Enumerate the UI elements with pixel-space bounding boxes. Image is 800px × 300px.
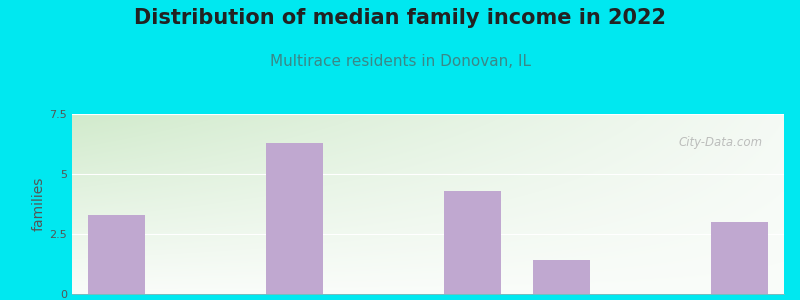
Text: City-Data.com: City-Data.com <box>678 136 762 148</box>
Bar <box>87 215 146 294</box>
Y-axis label: families: families <box>31 177 46 231</box>
Bar <box>533 260 590 294</box>
Bar <box>710 222 769 294</box>
Text: Distribution of median family income in 2022: Distribution of median family income in … <box>134 8 666 28</box>
Bar <box>266 143 323 294</box>
Bar <box>443 191 502 294</box>
Text: Multirace residents in Donovan, IL: Multirace residents in Donovan, IL <box>270 54 530 69</box>
